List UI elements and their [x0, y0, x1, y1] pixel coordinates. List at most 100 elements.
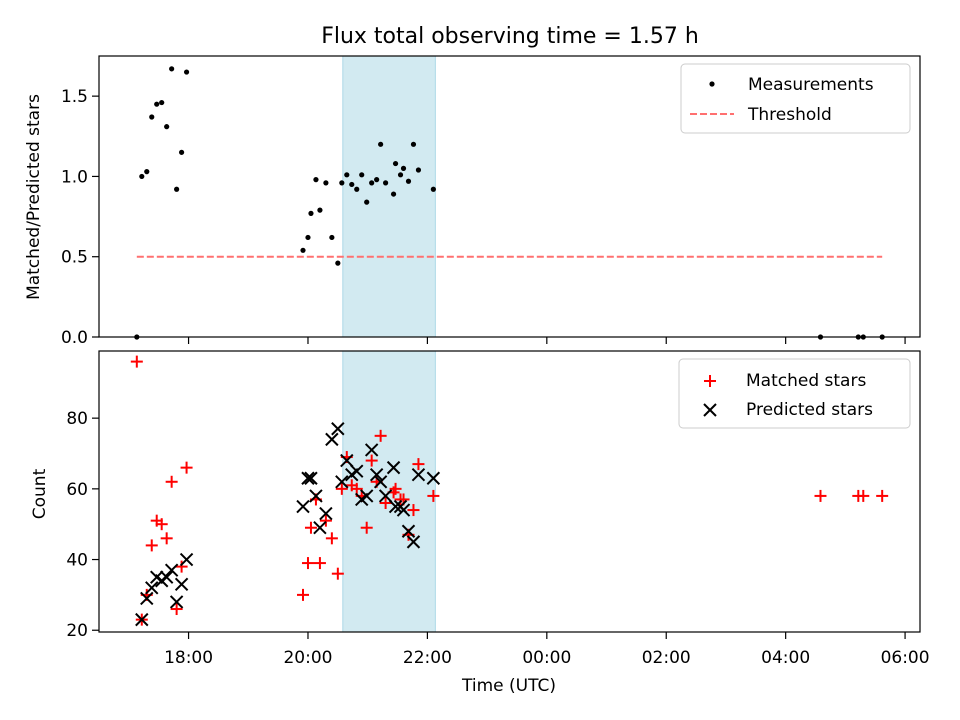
matched-star-point: [350, 482, 363, 495]
bottom-legend: Matched stars Predicted stars: [678, 358, 911, 429]
measurement-point: [305, 234, 311, 241]
predicted-star-point: [411, 468, 426, 482]
predicted-star-point: [335, 475, 349, 489]
matched-star-point: [297, 588, 310, 601]
measurement-point: [392, 160, 399, 167]
measurements-legend-label: Measurements: [748, 75, 874, 95]
predicted-star-point: [169, 595, 184, 609]
x-tick-label: 22:00: [403, 648, 452, 668]
predicted-star-point: [426, 471, 441, 485]
measurement-point: [410, 141, 417, 147]
predicted-star-point: [373, 475, 388, 489]
bottom-y-axis-label: Count: [30, 468, 50, 519]
predicted-star-point: [301, 471, 315, 485]
matched-star-point: [180, 461, 193, 474]
measurement-point: [323, 180, 329, 186]
matched-star-point: [876, 489, 889, 502]
count-series: [130, 355, 889, 627]
predicted-star-point: [386, 460, 401, 475]
predicted-star-point: [304, 471, 318, 485]
y-tick-label: 80: [66, 409, 88, 429]
measurements-legend-marker: [709, 81, 715, 87]
measurement-point: [400, 165, 407, 171]
predicted-legend-marker: [703, 403, 717, 417]
measurement-point: [183, 69, 190, 75]
matched-star-point: [325, 532, 338, 545]
predicted-star-point: [325, 432, 339, 447]
observing-window-top: [342, 55, 436, 338]
y-tick-label: 0.0: [61, 328, 88, 348]
matched-star-point: [857, 489, 870, 502]
measurement-point: [354, 186, 360, 192]
measurement-point: [374, 177, 380, 183]
y-tick-label: 0.5: [61, 248, 88, 268]
measurement-point: [329, 234, 335, 241]
measurement-point: [344, 172, 350, 178]
predicted-star-point: [174, 577, 189, 591]
predicted-star-point: [296, 499, 310, 514]
measurement-point: [149, 114, 155, 120]
matched-star-point: [814, 489, 827, 502]
top-x-tick-marks: [187, 337, 906, 344]
matched-star-point: [389, 482, 402, 495]
matched-star-point: [175, 560, 188, 573]
predicted-star-point: [369, 468, 384, 482]
predicted-star-point: [364, 443, 379, 457]
matched-star-point: [304, 521, 317, 534]
matched-star-point: [412, 458, 425, 471]
predicted-star-point: [378, 489, 393, 503]
y-tick-label: 60: [66, 480, 88, 500]
matched-star-point: [407, 504, 420, 517]
matched-star-point: [427, 489, 440, 502]
measurement-point: [369, 180, 375, 186]
top-axes-frame: [98, 55, 921, 338]
measurement-point: [159, 99, 165, 106]
predicted-star-point: [309, 489, 323, 503]
matched-star-point: [301, 557, 314, 570]
measurement-point: [313, 177, 319, 183]
matched-star-point: [313, 557, 326, 570]
predicted-star-point: [331, 422, 345, 436]
matched-star-point: [160, 532, 173, 545]
matched-star-point: [130, 355, 143, 368]
predicted-star-point: [164, 563, 179, 577]
matched-star-point: [170, 603, 183, 616]
measurement-point: [174, 186, 180, 192]
matched-legend-label: Matched stars: [746, 371, 866, 391]
threshold-legend-label: Threshold: [747, 105, 832, 125]
top-legend-box: [680, 63, 911, 134]
chart-title: Flux total observing time = 1.57 h: [321, 24, 699, 49]
measurement-point: [317, 207, 323, 213]
y-tick-label: 20: [66, 621, 88, 641]
matched-star-point: [319, 514, 332, 527]
predicted-star-point: [313, 521, 327, 535]
predicted-star-point: [401, 524, 416, 538]
measurement-point: [139, 173, 145, 180]
measurement-point: [364, 199, 370, 205]
x-axis-label: Time (UTC): [461, 676, 556, 696]
measurement-point: [415, 167, 422, 173]
measurement-point: [390, 191, 397, 197]
matched-star-point: [365, 454, 378, 467]
measurement-point: [154, 101, 160, 107]
x-tick-label: 02:00: [642, 648, 691, 668]
predicted-star-point: [319, 506, 333, 521]
predicted-star-point: [135, 612, 149, 627]
y-tick-label: 1.5: [61, 87, 88, 107]
measurement-point: [335, 260, 341, 266]
x-tick-label: 06:00: [881, 648, 930, 668]
predicted-star-point: [145, 581, 159, 595]
bottom-legend-box: [678, 358, 911, 429]
measurement-point: [178, 149, 185, 155]
matched-star-point: [374, 429, 387, 442]
predicted-star-point: [340, 453, 354, 468]
bottom-y-axis: 20 40 60 80: [66, 409, 99, 641]
x-tick-label: 18:00: [164, 648, 213, 668]
measurement-point: [378, 141, 384, 147]
predicted-star-point: [159, 570, 174, 584]
y-tick-label: 40: [66, 551, 88, 571]
measurements-series: [134, 66, 885, 340]
top-panel: 0.0 0.5 1.0 1.5 Matched/Predicted stars Mea…: [24, 55, 921, 348]
measurement-point: [169, 66, 175, 72]
